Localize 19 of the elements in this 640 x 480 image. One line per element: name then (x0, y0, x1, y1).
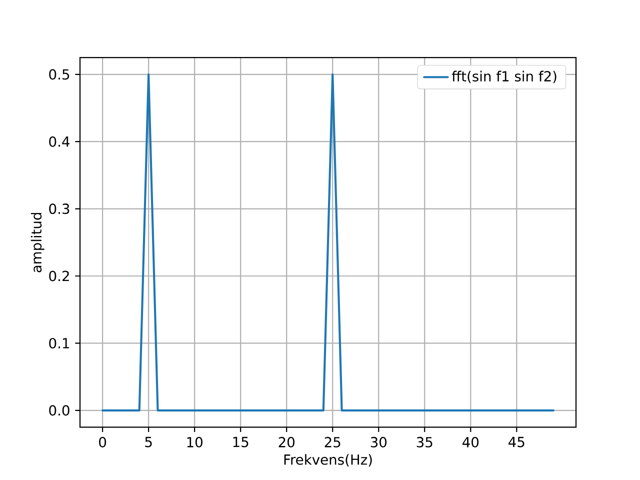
y-tick-label: 0.2 (49, 270, 69, 282)
x-tick-label: 5 (145, 436, 152, 448)
x-tick-label: 30 (370, 436, 387, 448)
x-tick-label: 35 (416, 436, 432, 448)
x-tick-label: 10 (187, 436, 202, 448)
x-tick-label: 45 (508, 436, 524, 448)
x-tick-label: 20 (278, 436, 294, 448)
x-tick-label: 15 (233, 436, 248, 448)
legend-label: fft(sin f1 sin f2) (452, 70, 556, 84)
y-tick-label: 0.4 (49, 136, 70, 147)
x-axis-title: Frekvens(Hz) (284, 454, 372, 466)
x-tick-label: 0 (99, 436, 106, 448)
y-tick-label: 0.0 (49, 405, 70, 416)
y-axis-title: amplitud (30, 212, 44, 272)
y-tick-label: 0.1 (49, 338, 69, 348)
y-tick-label: 0.3 (49, 204, 70, 214)
x-tick-label: 25 (324, 436, 340, 448)
x-tick-label: 40 (462, 436, 479, 448)
y-tick-label: 0.5 (49, 69, 70, 80)
